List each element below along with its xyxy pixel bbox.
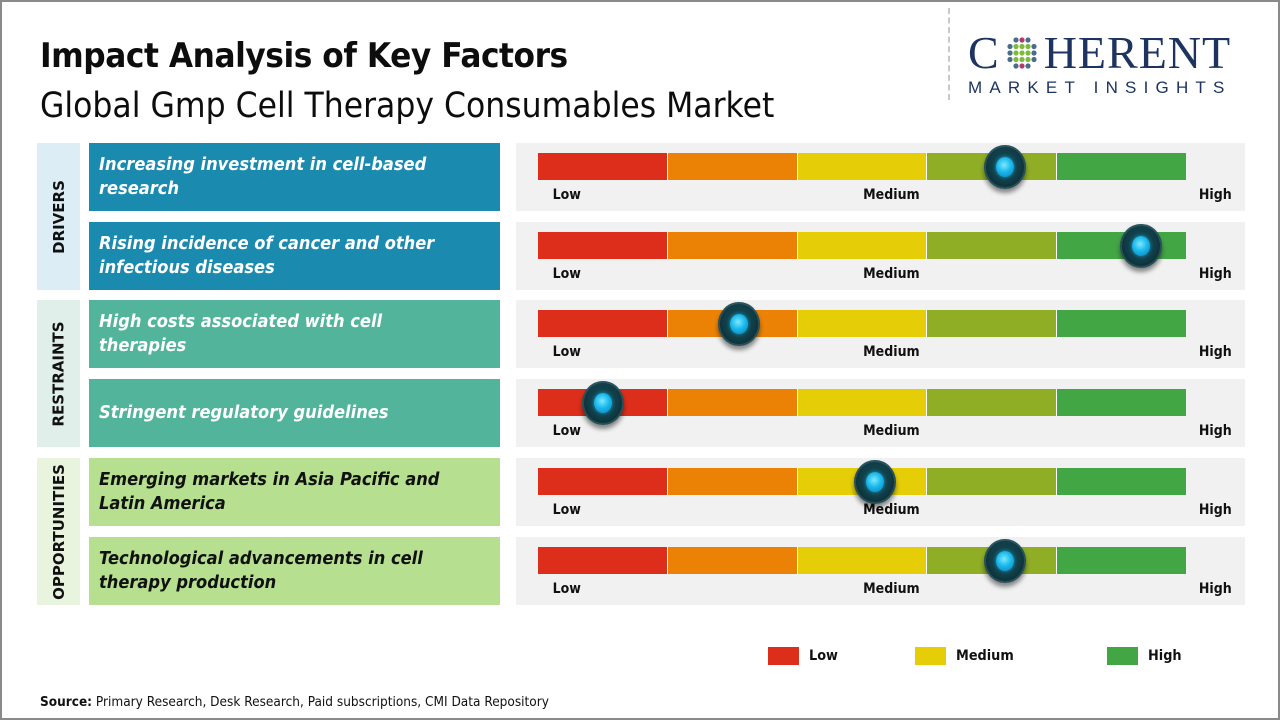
source-note: Source: Primary Research, Desk Research,… — [40, 694, 549, 710]
gauge-segment — [797, 232, 928, 259]
gauge-segment — [667, 232, 798, 259]
gauge-segment — [667, 468, 798, 495]
gauge-segment — [667, 389, 798, 416]
gauge-bar — [538, 232, 1186, 259]
gauge-label-medium: Medium — [863, 187, 920, 203]
gauge-label-low: Low — [552, 502, 581, 518]
factor-box: Stringent regulatory guidelines — [89, 379, 500, 447]
impact-gauge: Low Medium High — [516, 143, 1245, 211]
coherent-logo: C HERENT MARKET INSIGHTS — [968, 30, 1268, 98]
gauge-bar — [538, 153, 1186, 180]
legend-item-high: High — [1107, 647, 1185, 665]
legend-swatch-low — [768, 647, 799, 665]
gauge-label-low: Low — [552, 344, 581, 360]
impact-knob-icon — [983, 145, 1026, 189]
gauge-label-high: High — [1198, 344, 1232, 360]
gauge-label-high: High — [1198, 187, 1232, 203]
impact-gauge: Low Medium High — [516, 379, 1245, 447]
legend-swatch-medium — [915, 647, 946, 665]
factor-box: Technological advancements in cell thera… — [89, 537, 500, 605]
gauge-segment — [1057, 310, 1186, 337]
impact-gauge: Low Medium High — [516, 537, 1245, 605]
gauge-label-medium: Medium — [863, 502, 920, 518]
gauge-segment — [927, 389, 1058, 416]
factor-box: Rising incidence of cancer and other inf… — [89, 222, 500, 290]
logo-divider — [948, 8, 950, 100]
gauge-segment — [538, 547, 668, 574]
gauge-segment — [538, 153, 668, 180]
impact-knob-icon — [581, 381, 624, 425]
gauge-segment — [797, 547, 928, 574]
gauge-segment — [1057, 468, 1186, 495]
gauge-label-medium: Medium — [863, 581, 920, 597]
gauge-label-medium: Medium — [863, 423, 920, 439]
page-title: Impact Analysis of Key Factors — [40, 36, 568, 76]
impact-knob-icon — [983, 539, 1026, 583]
gauge-segment — [667, 547, 798, 574]
gauge-label-high: High — [1198, 423, 1232, 439]
impact-gauge: Low Medium High — [516, 222, 1245, 290]
gauge-label-medium: Medium — [863, 266, 920, 282]
legend-item-low: Low — [768, 647, 840, 665]
gauge-bar — [538, 547, 1186, 574]
gauge-segment — [538, 232, 668, 259]
logo-wordmark: C HERENT — [968, 30, 1268, 76]
impact-gauge: Low Medium High — [516, 300, 1245, 368]
category-label-opportunities: OPPORTUNITIES — [37, 458, 80, 605]
factor-box: Increasing investment in cell-based rese… — [89, 143, 500, 211]
gauge-segment — [927, 232, 1058, 259]
globe-dots-icon — [1007, 37, 1037, 69]
logo-letters-herent: HERENT — [1043, 27, 1232, 78]
legend-swatch-high — [1107, 647, 1138, 665]
legend-item-medium: Medium — [915, 647, 1019, 665]
gauge-label-high: High — [1198, 502, 1232, 518]
impact-knob-icon — [717, 302, 760, 346]
gauge-label-medium: Medium — [863, 344, 920, 360]
gauge-segment — [927, 468, 1058, 495]
gauge-label-high: High — [1198, 266, 1232, 282]
gauge-segment — [667, 153, 798, 180]
gauge-segment — [538, 468, 668, 495]
gauge-segment — [1057, 547, 1186, 574]
logo-letter-c: C — [968, 27, 1000, 78]
factor-box: High costs associated with cell therapie… — [89, 300, 500, 368]
impact-knob-icon — [1119, 224, 1162, 268]
factor-box: Emerging markets in Asia Pacific and Lat… — [89, 458, 500, 526]
gauge-segment — [927, 310, 1058, 337]
gauge-bar — [538, 389, 1186, 416]
gauge-segment — [1057, 153, 1186, 180]
page-subtitle: Global Gmp Cell Therapy Consumables Mark… — [40, 86, 775, 126]
gauge-segment — [797, 153, 928, 180]
gauge-label-low: Low — [552, 187, 581, 203]
gauge-bar — [538, 468, 1186, 495]
logo-tagline: MARKET INSIGHTS — [968, 78, 1232, 97]
gauge-segment — [1057, 389, 1186, 416]
gauge-label-high: High — [1198, 581, 1232, 597]
gauge-segment — [538, 310, 668, 337]
impact-knob-icon — [853, 460, 896, 504]
gauge-label-low: Low — [552, 423, 581, 439]
gauge-bar — [538, 310, 1186, 337]
gauge-label-low: Low — [552, 581, 581, 597]
impact-gauge: Low Medium High — [516, 458, 1245, 526]
gauge-segment — [797, 389, 928, 416]
category-label-drivers: DRIVERS — [37, 143, 80, 290]
category-label-restraints: RESTRAINTS — [37, 300, 80, 447]
gauge-label-low: Low — [552, 266, 581, 282]
gauge-segment — [797, 310, 928, 337]
